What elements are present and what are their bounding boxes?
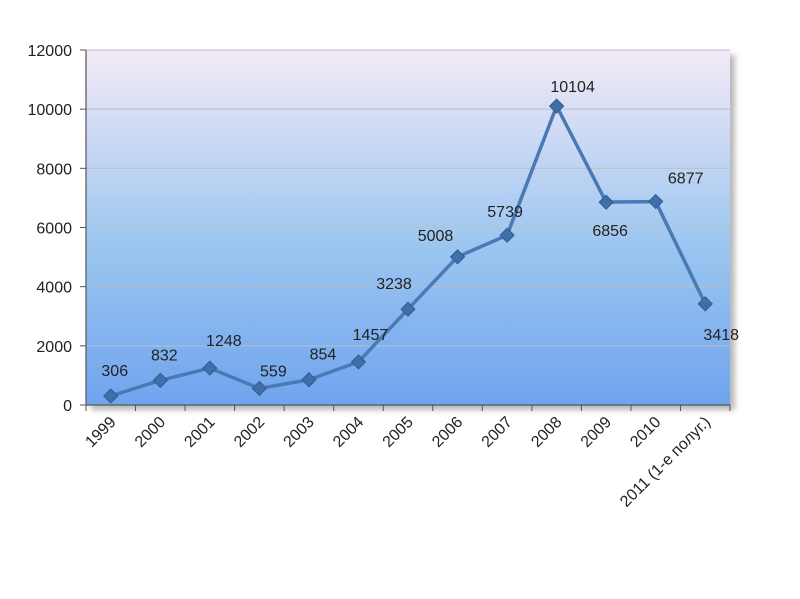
x-tick-label: 2000 <box>132 414 169 451</box>
x-tick-label: 2001 <box>181 414 218 451</box>
data-label: 559 <box>260 363 287 380</box>
y-tick-label: 8000 <box>36 161 72 178</box>
data-label: 3418 <box>703 327 739 344</box>
y-tick-label: 10000 <box>28 102 73 119</box>
data-point-marker <box>647 193 664 210</box>
x-tick-label: 2002 <box>231 414 268 451</box>
data-label: 5008 <box>418 228 454 245</box>
data-label: 5739 <box>487 204 523 221</box>
data-point-marker <box>301 372 317 388</box>
y-axis-ticks: 0 2000 4000 6000 8000 10000 12000 <box>28 43 73 415</box>
data-point-marker <box>251 380 268 397</box>
data-point-marker <box>350 354 367 370</box>
x-tick-label: 2008 <box>528 414 565 451</box>
data-point-marker <box>449 249 466 265</box>
data-point-marker <box>499 227 515 243</box>
y-tick-label: 12000 <box>28 43 73 60</box>
data-label: 1457 <box>353 327 389 344</box>
data-point-marker <box>103 388 119 404</box>
data-label: 6856 <box>592 223 628 240</box>
x-tick-label: 1999 <box>82 414 119 451</box>
x-tick-label: 2010 <box>627 414 664 451</box>
data-point-marker <box>152 372 169 389</box>
data-labels: 306 832 1248 559 854 1457 3238 5008 5739 10104 685… <box>101 79 739 380</box>
data-label: 854 <box>310 347 337 364</box>
x-tick-label: 2011 (1-е полуг.) <box>617 414 714 511</box>
axes <box>80 49 731 411</box>
data-point-marker <box>202 360 218 376</box>
data-point-marker <box>697 296 713 312</box>
data-label: 1248 <box>206 333 242 350</box>
y-tick-label: 4000 <box>36 280 72 297</box>
data-label: 832 <box>151 347 178 364</box>
data-point-marker <box>400 301 416 317</box>
y-tick-label: 6000 <box>36 221 72 238</box>
data-label: 3238 <box>376 276 412 293</box>
x-tick-label: 2009 <box>578 414 615 451</box>
x-tick-label: 2003 <box>281 414 318 451</box>
x-tick-label: 2005 <box>380 414 417 451</box>
data-label: 6877 <box>668 171 704 188</box>
gridlines <box>86 49 730 347</box>
x-axis-ticks: 1999 2000 2001 2002 2003 2004 2005 2006 2007 2008… <box>82 414 714 511</box>
data-label: 306 <box>101 363 128 380</box>
data-point-marker <box>598 194 614 210</box>
y-tick-label: 0 <box>63 398 72 415</box>
data-point-marker <box>548 98 565 114</box>
x-tick-label: 2004 <box>330 414 367 451</box>
x-tick-label: 2006 <box>429 414 466 451</box>
data-label: 10104 <box>550 79 595 96</box>
y-tick-label: 2000 <box>36 339 72 356</box>
data-series <box>103 98 713 404</box>
x-tick-label: 2007 <box>479 414 516 451</box>
